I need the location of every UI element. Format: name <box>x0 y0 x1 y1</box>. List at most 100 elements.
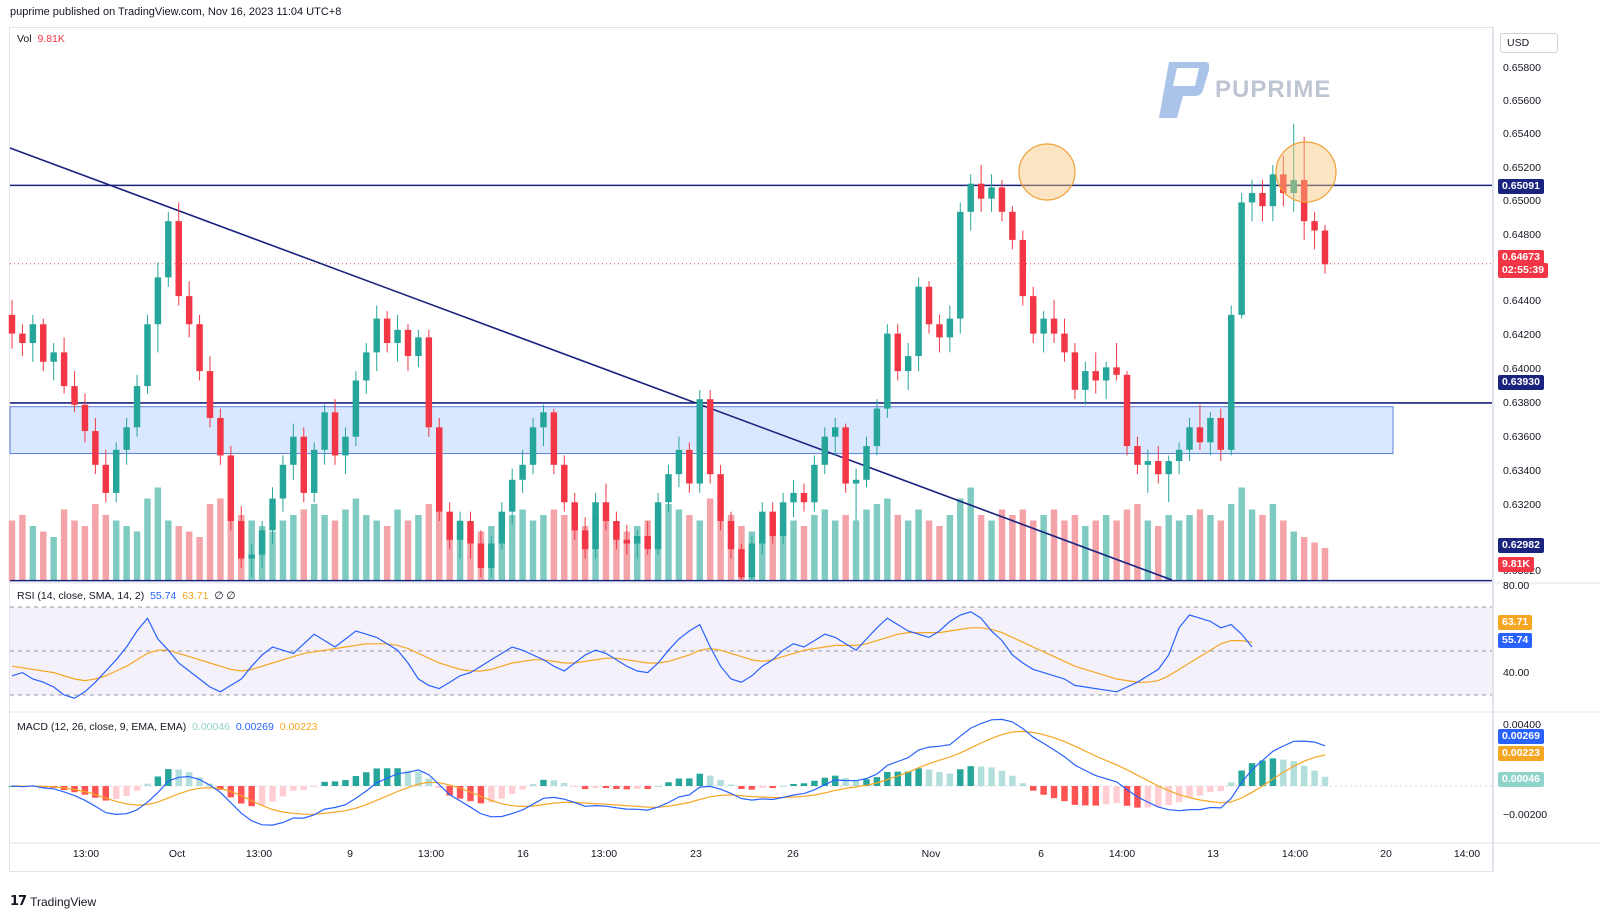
candle-body <box>1134 446 1141 465</box>
macd-histogram-bar <box>436 786 443 789</box>
macd-histogram-bar <box>102 786 110 801</box>
volume-bar <box>71 520 78 581</box>
time-tick-label: 14:00 <box>1108 848 1136 860</box>
footer-brand: TradingView <box>30 894 97 909</box>
candle-body <box>925 286 933 325</box>
candle-body <box>738 549 745 578</box>
volume-bar <box>165 520 172 581</box>
candle-body <box>873 408 881 447</box>
macd-histogram-bar <box>1029 786 1037 791</box>
macd-badge: 0.00223 <box>1498 746 1544 761</box>
volume-bar <box>967 487 974 581</box>
volume-bar <box>1155 526 1162 581</box>
macd-histogram-bar <box>634 786 641 789</box>
volume-bar <box>331 520 339 581</box>
candle-body <box>946 318 954 338</box>
volume-bar <box>1040 515 1047 581</box>
volume-bar <box>779 526 787 581</box>
macd-histogram-bar <box>936 772 943 786</box>
volume-bar <box>112 520 120 581</box>
candle-body <box>1311 221 1318 231</box>
price-axis-column[interactable] <box>1493 27 1599 872</box>
candle-body <box>1009 211 1016 240</box>
volume-bar <box>873 504 881 581</box>
macd-histogram-bar <box>863 779 870 786</box>
candle-body <box>686 449 693 484</box>
macd-hist-value: 0.00046 <box>192 721 231 733</box>
volume-bar <box>1009 515 1016 581</box>
candle-body <box>821 436 829 465</box>
candle-body <box>40 324 47 362</box>
macd-histogram-bar <box>1259 760 1266 786</box>
volume-bar <box>1102 515 1110 581</box>
macd-histogram-bar <box>279 786 287 797</box>
tradingview-footer[interactable]: 17 TradingView <box>10 894 96 909</box>
candle-body <box>717 474 724 522</box>
macd-histogram-bar <box>706 775 714 786</box>
volume-bar <box>92 504 99 581</box>
volume-bar <box>1061 520 1068 581</box>
time-tick-label: Oct <box>168 848 186 860</box>
macd-histogram-bar <box>873 777 881 786</box>
macd-histogram-bar <box>769 786 776 788</box>
volume-bar <box>925 520 933 581</box>
puprime-logo-icon <box>1159 62 1209 118</box>
volume-bar <box>1019 509 1027 581</box>
candle-body <box>561 464 568 503</box>
volume-bar <box>977 515 985 581</box>
candle-body <box>436 427 443 512</box>
volume-bar <box>310 504 318 581</box>
macd-line <box>11 718 1326 826</box>
macd-histogram-bar <box>1165 786 1172 806</box>
candle-body <box>592 502 599 550</box>
candle-body <box>1269 174 1277 207</box>
candle-body <box>540 412 547 428</box>
macd-histogram-bar <box>290 786 297 791</box>
macd-histogram-bar <box>1009 775 1016 786</box>
macd-histogram-bar <box>988 767 995 786</box>
macd-histogram-bar <box>1248 763 1256 786</box>
macd-histogram-bar <box>1269 758 1277 786</box>
volume-bar <box>550 509 558 581</box>
candle-body <box>60 352 68 387</box>
macd-histogram-bar <box>352 776 360 786</box>
candle-body <box>446 511 453 540</box>
candle-body <box>404 329 412 357</box>
candle-body <box>977 183 985 199</box>
macd-histogram-bar <box>1196 786 1204 796</box>
macd-signal-value: 0.00223 <box>279 721 318 733</box>
rsi-extra: ∅ ∅ <box>214 590 236 602</box>
volume-bar <box>1123 509 1131 581</box>
tradingview-logo-icon: 17 <box>10 894 27 909</box>
volume-bar <box>675 509 683 581</box>
macd-histogram-bar <box>144 783 151 786</box>
macd-histogram-bar <box>602 786 610 789</box>
candle-body <box>498 511 506 544</box>
candle-body <box>71 386 78 405</box>
currency-button[interactable]: USD <box>1500 33 1558 53</box>
macd-histogram-bar <box>258 786 266 806</box>
macd-histogram-bar <box>1144 786 1152 808</box>
volume-bar <box>1290 531 1297 581</box>
macd-signal-line <box>11 730 1326 815</box>
macd-histogram-bar <box>456 786 464 799</box>
candle-body <box>1175 449 1183 462</box>
rsi-pane-title: RSI (14, close, SMA, 14, 2) 55.74 63.71 … <box>17 590 236 602</box>
candle-body <box>696 399 703 484</box>
macd-histogram-bar <box>727 784 735 786</box>
macd-histogram-bar <box>112 786 120 799</box>
volume-bar <box>1207 515 1214 581</box>
candle-body <box>1061 333 1068 353</box>
volume-bar <box>383 526 391 581</box>
volume-bar <box>831 520 839 581</box>
volume-bar <box>1050 509 1058 581</box>
volume-bar <box>800 526 808 581</box>
volume-bar <box>321 515 328 581</box>
volume-bar <box>352 498 360 581</box>
price-badge: 9.81K <box>1498 557 1535 572</box>
candle-body <box>248 554 255 559</box>
price-tick-label: 0.64800 <box>1503 229 1541 241</box>
candle-body <box>238 521 245 559</box>
macd-histogram-bar <box>571 786 578 787</box>
